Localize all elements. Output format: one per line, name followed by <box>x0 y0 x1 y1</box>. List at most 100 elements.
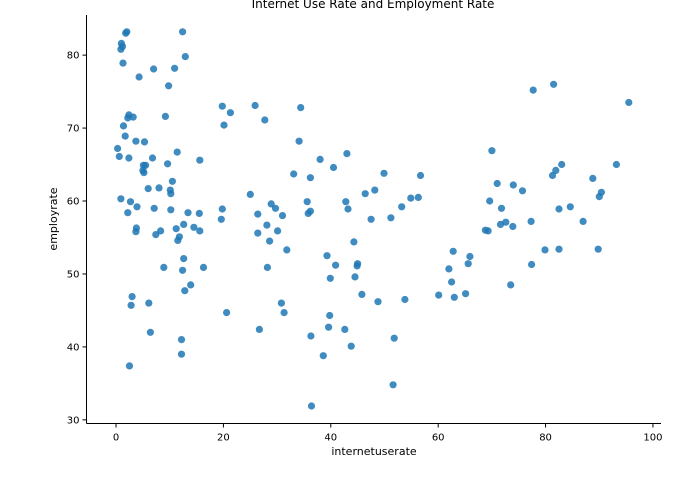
data-point <box>168 177 176 185</box>
data-point <box>223 309 231 317</box>
chart-title: Internet Use Rate and Employment Rate <box>252 0 495 11</box>
data-point <box>254 210 262 218</box>
data-point <box>179 266 187 274</box>
data-point <box>351 273 359 281</box>
data-point <box>199 263 208 271</box>
data-point <box>172 225 180 233</box>
data-point <box>555 205 563 213</box>
data-point <box>155 184 163 192</box>
data-point <box>387 214 395 222</box>
data-point <box>361 190 369 198</box>
data-point <box>371 186 379 194</box>
data-point <box>187 281 195 289</box>
data-point <box>449 247 457 255</box>
data-point <box>347 342 355 350</box>
data-point <box>306 174 314 182</box>
data-point <box>132 224 140 232</box>
data-point <box>121 132 129 140</box>
data-point <box>555 245 563 253</box>
data-point <box>307 402 316 410</box>
data-point <box>251 101 259 110</box>
data-point <box>558 160 566 169</box>
data-point <box>196 227 204 235</box>
data-point <box>507 281 515 289</box>
y-tick-label: 30 <box>67 415 80 426</box>
data-point <box>319 352 327 360</box>
data-point <box>326 274 334 282</box>
data-point <box>271 204 280 212</box>
data-point <box>518 187 527 195</box>
x-axis-label: internetuserate <box>331 445 417 458</box>
data-point <box>541 246 549 254</box>
data-point <box>267 200 275 208</box>
data-point <box>325 323 333 331</box>
data-point <box>254 229 262 237</box>
x-axis-ticks: 0 20 40 60 80 100 <box>113 423 662 444</box>
data-point <box>135 73 143 81</box>
data-point <box>179 28 187 36</box>
data-point <box>416 171 425 180</box>
data-point <box>448 278 456 286</box>
data-point <box>342 198 350 206</box>
data-point <box>612 160 621 169</box>
data-point <box>283 246 291 254</box>
data-point <box>374 298 382 306</box>
data-point <box>177 350 186 358</box>
data-point <box>450 293 458 301</box>
data-point <box>274 227 282 235</box>
data-point <box>125 154 133 162</box>
data-point <box>435 291 443 299</box>
y-tick-label: 40 <box>67 342 80 353</box>
data-point <box>161 112 169 120</box>
y-tick-label: 50 <box>67 269 80 280</box>
data-point <box>326 311 334 320</box>
data-point <box>306 207 314 215</box>
data-point <box>184 209 192 217</box>
data-point <box>323 252 331 260</box>
data-point <box>303 198 311 206</box>
data-point <box>497 204 506 212</box>
data-point <box>389 381 397 389</box>
data-point <box>167 206 175 214</box>
data-point <box>466 252 474 261</box>
data-point <box>263 221 271 229</box>
data-point <box>354 260 362 268</box>
data-point <box>316 155 324 163</box>
data-point <box>255 325 263 333</box>
data-point <box>119 59 127 67</box>
data-point <box>173 148 181 156</box>
data-point <box>341 325 349 333</box>
data-point <box>150 204 158 212</box>
data-point <box>527 217 535 225</box>
data-point <box>277 299 285 307</box>
data-point <box>484 227 492 235</box>
data-point <box>165 82 173 90</box>
data-point <box>462 290 470 298</box>
data-point <box>529 86 537 94</box>
data-point <box>125 362 134 370</box>
data-point <box>140 138 149 146</box>
data-point <box>119 122 128 130</box>
data-point <box>218 102 226 110</box>
data-point <box>124 209 132 217</box>
data-point <box>123 28 131 36</box>
data-point <box>180 255 188 263</box>
data-point <box>579 217 587 225</box>
data-point <box>129 113 137 121</box>
data-point <box>128 293 136 301</box>
data-point <box>160 263 168 271</box>
data-point <box>486 197 494 205</box>
data-point <box>263 263 271 271</box>
data-point <box>177 336 186 344</box>
data-point <box>358 290 366 298</box>
data-point <box>150 65 158 73</box>
y-tick-label: 60 <box>67 197 80 208</box>
data-point <box>625 98 633 107</box>
data-point <box>414 193 422 201</box>
data-point <box>171 64 179 72</box>
data-point <box>290 170 298 178</box>
data-point <box>218 205 226 213</box>
data-point <box>220 121 228 129</box>
data-point <box>114 144 122 153</box>
